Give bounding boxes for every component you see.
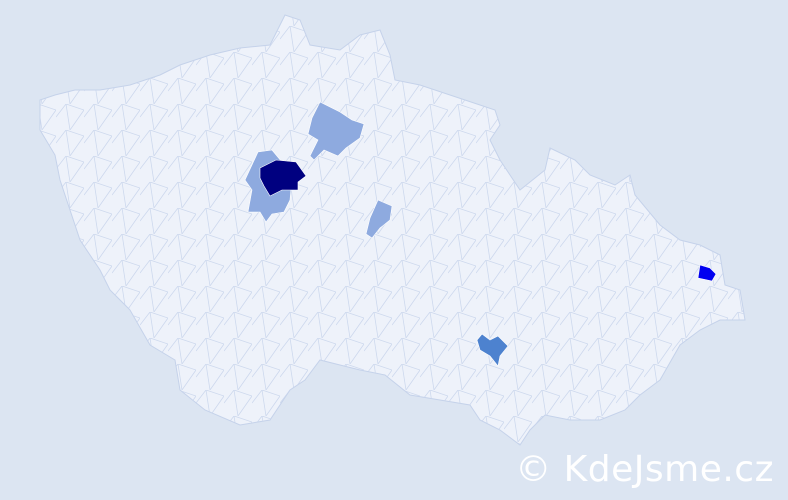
region-northeast-moravia[interactable]	[697, 264, 717, 282]
country-outline	[39, 14, 746, 446]
region-east-central-bohemia[interactable]	[365, 199, 393, 239]
watermark-logo: © KdeJsme.cz	[515, 449, 774, 490]
region-prague[interactable]	[259, 159, 307, 197]
region-north-central-bohemia[interactable]	[307, 101, 365, 161]
region-south-moravia[interactable]	[476, 333, 509, 367]
highlighted-districts	[244, 101, 717, 367]
